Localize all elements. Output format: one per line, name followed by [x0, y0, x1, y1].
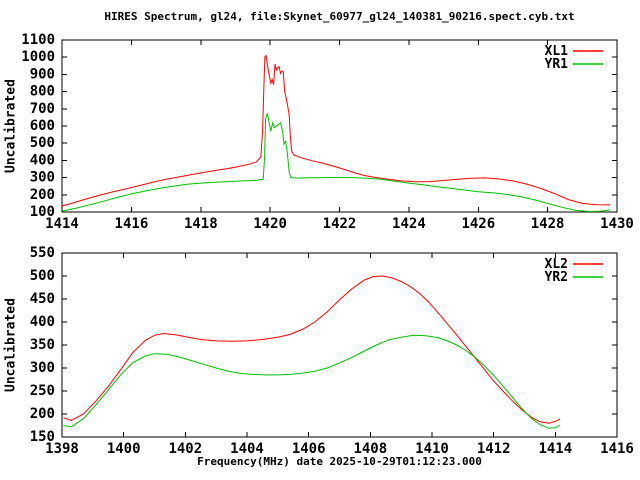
series-xl1-line	[61, 54, 611, 207]
y-tick-label: 800	[30, 84, 55, 100]
y-tick-label: 700	[30, 101, 55, 117]
x-tick-label: 1424	[392, 216, 426, 232]
legend-label-xl2: XL2	[545, 257, 568, 272]
y-tick-label: 300	[30, 170, 55, 186]
x-tick-label: 1404	[230, 441, 264, 457]
legend-label-yr1: YR1	[545, 57, 569, 72]
x-tick-label: 1412	[477, 441, 511, 457]
x-tick-label: 1420	[253, 216, 287, 232]
y-tick-label: 500	[30, 135, 55, 151]
x-tick-label: 1402	[168, 441, 202, 457]
x-tick-label: 1422	[323, 216, 357, 232]
y-tick-label: 300	[30, 360, 55, 376]
x-tick-label: 1428	[531, 216, 565, 232]
y-tick-label: 500	[30, 268, 55, 284]
y-tick-label: 100	[30, 204, 55, 220]
x-tick-label: 1418	[184, 216, 218, 232]
y-tick-label: 200	[30, 187, 55, 203]
x-tick-label: 1414	[538, 441, 572, 457]
y-tick-label: 550	[30, 245, 55, 261]
legend-label-xl1: XL1	[545, 44, 569, 59]
series-yr2-line	[63, 334, 561, 429]
y-tick-label: 900	[30, 66, 55, 82]
x-tick-label: 1408	[353, 441, 387, 457]
x-tick-label: 1430	[600, 216, 634, 232]
x-tick-label: 1426	[461, 216, 495, 232]
x-tick-label: 1406	[292, 441, 326, 457]
y-tick-label: 350	[30, 337, 55, 353]
bottom-plot: 1398 1400 1402 1404 1406 1408 1410 1412 1414 1416…	[30, 245, 634, 457]
x-axis-label: Frequency(MHz) date 2025-10-29T01:12:23.…	[197, 455, 482, 468]
y-tick-label: 600	[30, 118, 55, 134]
x-tick-label: 1410	[415, 441, 449, 457]
y-tick-label: 200	[30, 406, 55, 422]
y-tick-label: 250	[30, 383, 55, 399]
y-tick-label: 150	[30, 429, 55, 445]
x-tick-label: 1416	[115, 216, 149, 232]
y-tick-label: 1100	[21, 32, 55, 48]
x-tick-label: 1398	[45, 441, 79, 457]
series-xl2-line	[63, 275, 561, 424]
y-tick-label: 400	[30, 152, 55, 168]
x-tick-label: 1414	[45, 216, 79, 232]
plot-border	[61, 252, 618, 438]
legend-label-yr2: YR2	[545, 270, 568, 285]
y-tick-label: 450	[30, 291, 55, 307]
top-plot: 1414 1416 1418 1420 1422 1424 1426 1428 1430 1002…	[21, 32, 634, 232]
x-tick-label: 1416	[600, 441, 634, 457]
y-tick-label: 400	[30, 314, 55, 330]
chart-title: HIRES Spectrum, gl24, file:Skynet_60977_…	[104, 10, 575, 23]
series-yr1-line	[61, 113, 611, 213]
y-tick-label: 1000	[21, 49, 55, 65]
x-tick-label: 1400	[107, 441, 141, 457]
